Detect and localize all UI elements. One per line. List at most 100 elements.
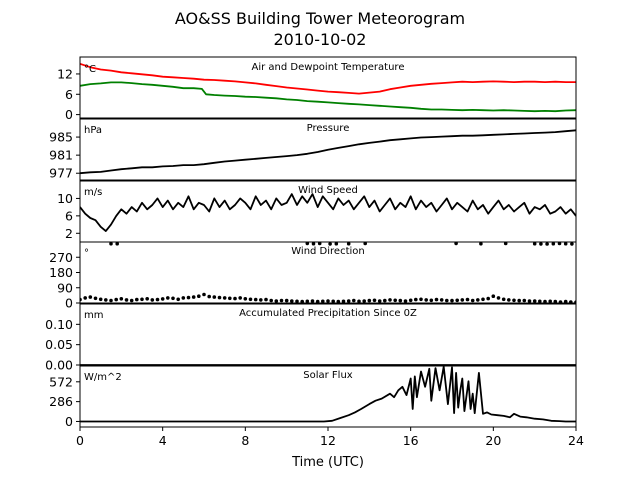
panel-wind-speed: 2 6 10 Wind Speed m/s [57,180,577,243]
wind-direction-point [264,297,268,302]
wind-direction-point [450,298,454,303]
x-tick-label: 4 [159,433,167,448]
wind-direction-point [557,242,562,246]
wind-direction-point [217,295,222,300]
panel-temperature: 0 6 12 Air and Dewpoint Temperature °C [57,56,577,122]
wind-direction-point [563,242,568,246]
pressure-frame [79,118,577,181]
wind-direction-point [363,242,367,246]
wind-direction-point [429,298,434,303]
wind-direction-point [460,298,465,302]
wind-direction-ytick-label: 90 [57,280,73,295]
wind-direction-point [305,299,310,303]
wind-direction-point [171,296,175,301]
wind-direction-point [393,298,398,303]
wind-direction-point [300,299,304,303]
wind-direction-unit: ° [84,248,89,259]
wind-speed-ytick-label: 10 [57,191,73,206]
wind-direction-point [434,297,439,302]
wind-direction-point [311,242,316,246]
wind-direction-point [135,297,139,302]
wind-direction-point [346,242,351,246]
wind-direction-point [388,298,392,302]
wind-direction-point [150,298,155,302]
wind-direction-point [290,299,294,303]
x-tick-label: 0 [76,433,84,448]
wind-direction-point [310,299,315,303]
solar-flux-ytick-label: 572 [49,374,73,389]
wind-direction-point [346,299,351,303]
wind-direction-point [439,298,444,302]
wind-direction-point [233,296,237,301]
wind-direction-point [377,299,382,303]
wind-direction-point [248,297,253,302]
wind-direction-point [408,298,413,303]
wind-direction-point [522,298,527,303]
pressure-title: Pressure [307,123,350,134]
wind-direction-point [570,242,574,246]
wind-direction-point [145,297,149,301]
wind-speed-title: Wind Speed [298,185,358,196]
precipitation-title: Accumulated Precipitation Since 0Z [239,308,417,319]
wind-direction-point [527,299,532,303]
wind-direction-point [501,297,506,302]
wind-direction-point [124,298,129,302]
wind-direction-point [532,299,537,303]
pressure-unit: hPa [84,125,102,136]
wind-direction-point [424,298,429,302]
wind-direction-point [543,299,547,303]
wind-direction-point [517,298,521,303]
wind-direction-point [465,297,470,302]
wind-direction-point [372,298,377,303]
wind-direction-point [274,299,279,303]
wind-direction-point [539,242,543,246]
wind-direction-point [253,297,258,302]
wind-direction-point [367,298,372,303]
figure-date: 2010-10-02 [274,30,367,49]
x-tick-label: 12 [320,433,336,448]
wind-direction-point [455,298,460,303]
temperature-frame [79,56,577,119]
wind-direction-point [362,299,367,303]
wind-direction-point [445,298,449,303]
wind-direction-point [186,295,191,300]
wind-direction-point [414,297,418,302]
wind-speed-series-line-1 [80,193,576,233]
wind-speed-ytick-label: 6 [65,208,73,223]
wind-direction-point [496,296,501,300]
wind-direction-point [532,242,537,246]
wind-direction-point [321,299,325,303]
temperature-ytick-label: 0 [65,107,73,122]
wind-direction-series [80,242,576,303]
wind-direction-point [166,296,170,300]
wind-direction-point [140,297,144,302]
solar-flux-ytick-label: 0 [65,414,73,429]
wind-direction-point [222,296,227,300]
wind-direction-point [383,298,387,303]
x-tick-label: 8 [241,433,249,448]
precipitation-ytick-label: 0.10 [45,317,73,332]
solar-flux-ytick-label: 286 [49,394,73,409]
wind-direction-point [269,298,274,303]
wind-direction-point [545,242,549,246]
wind-direction-point [129,298,134,303]
wind-direction-point [331,299,335,303]
figure-title: AO&SS Building Tower Meteorogram [175,9,465,28]
wind-direction-point [115,242,119,246]
wind-speed-ytick-label: 2 [65,226,73,241]
temperature-series-line-1 [80,62,576,95]
wind-direction-point [334,242,339,246]
temperature-ytick-label: 6 [65,87,73,102]
wind-direction-point [419,297,423,302]
panel-solar-flux: 0 286 572 Solar Flux W/m^2 [49,365,577,431]
wind-direction-point [317,242,322,246]
wind-direction-point [326,299,330,303]
temperature-ytick-label: 12 [57,66,73,81]
wind-direction-point [558,300,563,303]
wind-direction-point [109,298,113,303]
precipitation-ytick-label: 0.00 [45,358,73,373]
wind-direction-point [295,299,299,303]
wind-direction-ytick-label: 270 [49,250,73,265]
wind-direction-point [479,242,483,246]
